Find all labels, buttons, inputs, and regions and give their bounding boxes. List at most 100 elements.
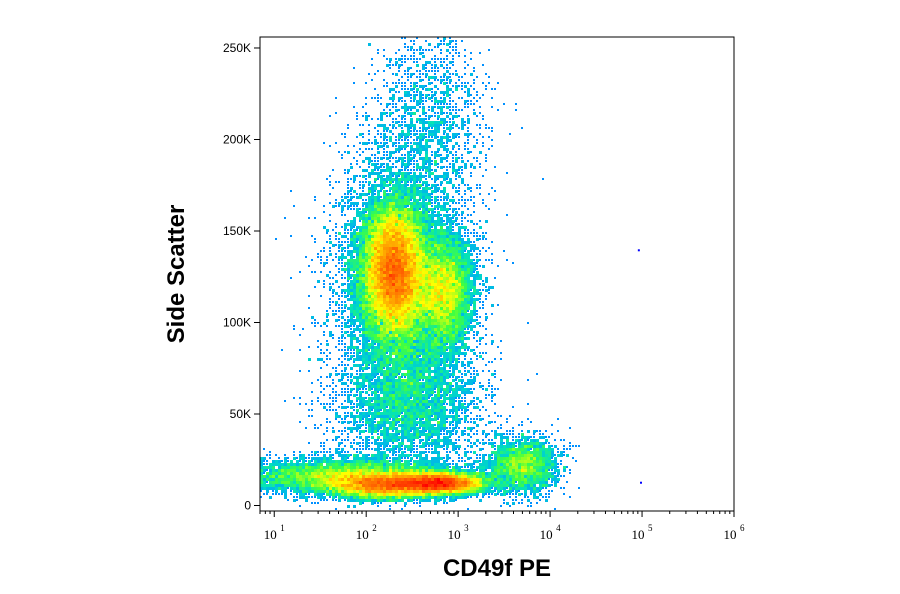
- density-dot: [398, 292, 401, 295]
- density-dot: [383, 280, 386, 283]
- density-dot: [428, 169, 431, 172]
- density-dot: [404, 304, 407, 307]
- density-dot: [422, 298, 425, 301]
- density-dot: [428, 433, 431, 436]
- density-dot: [488, 289, 490, 291]
- density-dot: [410, 124, 413, 127]
- density-dot: [506, 259, 508, 261]
- density-dot: [404, 271, 407, 274]
- density-dot: [383, 370, 386, 373]
- density-dot: [419, 343, 422, 346]
- density-dot: [413, 382, 416, 385]
- density-dot: [383, 397, 386, 400]
- density-dot: [419, 256, 422, 259]
- density-dot: [386, 157, 389, 160]
- density-dot: [398, 334, 401, 337]
- density-dot: [419, 364, 422, 367]
- density-dot: [362, 343, 365, 346]
- density-dot: [398, 235, 401, 238]
- density-dot: [434, 70, 436, 72]
- density-dot: [386, 205, 389, 208]
- density-dot: [419, 130, 421, 132]
- density-dot: [464, 205, 466, 207]
- density-dot: [383, 286, 386, 289]
- density-dot: [383, 268, 386, 271]
- density-dot: [377, 385, 380, 388]
- density-dot: [419, 70, 421, 72]
- density-dot: [437, 184, 439, 186]
- density-dot: [335, 202, 337, 204]
- density-dot: [383, 247, 386, 250]
- density-dot: [419, 394, 422, 397]
- density-dot: [461, 97, 463, 99]
- density-dot: [338, 316, 340, 318]
- density-dot: [416, 415, 419, 418]
- density-dot: [392, 274, 395, 277]
- density-dot: [380, 178, 383, 181]
- density-dot: [425, 223, 428, 226]
- density-dot: [419, 46, 422, 49]
- density-dot: [437, 199, 439, 201]
- density-dot: [401, 349, 404, 352]
- density-dot: [425, 85, 427, 87]
- density-dot: [467, 262, 470, 265]
- density-dot: [485, 280, 488, 283]
- density-dot: [398, 70, 400, 72]
- density-dot: [446, 232, 449, 235]
- density-dot: [401, 331, 404, 334]
- density-dot: [440, 244, 443, 247]
- density-dot: [488, 76, 490, 78]
- density-dot: [428, 343, 431, 346]
- density-dot: [404, 274, 407, 277]
- density-dot: [332, 334, 334, 336]
- density-dot: [353, 280, 356, 283]
- density-dot: [362, 388, 364, 390]
- density-dot: [344, 364, 346, 366]
- density-dot: [470, 310, 473, 313]
- density-dot: [365, 157, 368, 160]
- density-dot: [452, 220, 455, 223]
- density-dot: [440, 199, 442, 201]
- density-dot: [449, 214, 451, 216]
- density-dot: [407, 250, 410, 253]
- density-dot: [428, 382, 431, 385]
- density-dot: [380, 358, 383, 361]
- density-dot: [407, 106, 410, 109]
- density-dot: [431, 247, 434, 250]
- density-dot: [461, 76, 463, 78]
- density-dot: [404, 187, 407, 190]
- density-dot: [386, 316, 389, 319]
- density-dot: [422, 433, 425, 436]
- density-dot: [434, 424, 436, 426]
- density-dot: [419, 274, 422, 277]
- density-dot: [443, 250, 446, 253]
- density-dot: [368, 148, 370, 150]
- density-dot: [377, 118, 379, 120]
- density-dot: [434, 307, 437, 310]
- density-dot: [425, 181, 428, 184]
- density-dot: [380, 187, 383, 190]
- density-dot: [374, 325, 377, 328]
- density-dot: [368, 331, 371, 334]
- density-dot: [455, 304, 458, 307]
- density-dot: [362, 364, 364, 366]
- density-dot: [428, 409, 431, 412]
- density-dot: [437, 361, 440, 364]
- density-dot: [449, 223, 452, 226]
- density-dot: [338, 406, 340, 408]
- density-dot: [362, 391, 364, 393]
- density-dot: [449, 412, 451, 414]
- density-dot: [527, 322, 529, 324]
- density-dot: [368, 322, 371, 325]
- density-dot: [428, 346, 431, 349]
- density-dot: [350, 277, 352, 279]
- density-dot: [434, 220, 437, 223]
- density-dot: [335, 370, 337, 372]
- density-dot: [452, 199, 455, 202]
- density-dot: [461, 205, 463, 207]
- density-dot: [422, 376, 425, 379]
- density-dot: [368, 235, 371, 238]
- density-dot: [416, 49, 418, 51]
- density-dot: [338, 205, 340, 207]
- density-dot: [452, 325, 455, 328]
